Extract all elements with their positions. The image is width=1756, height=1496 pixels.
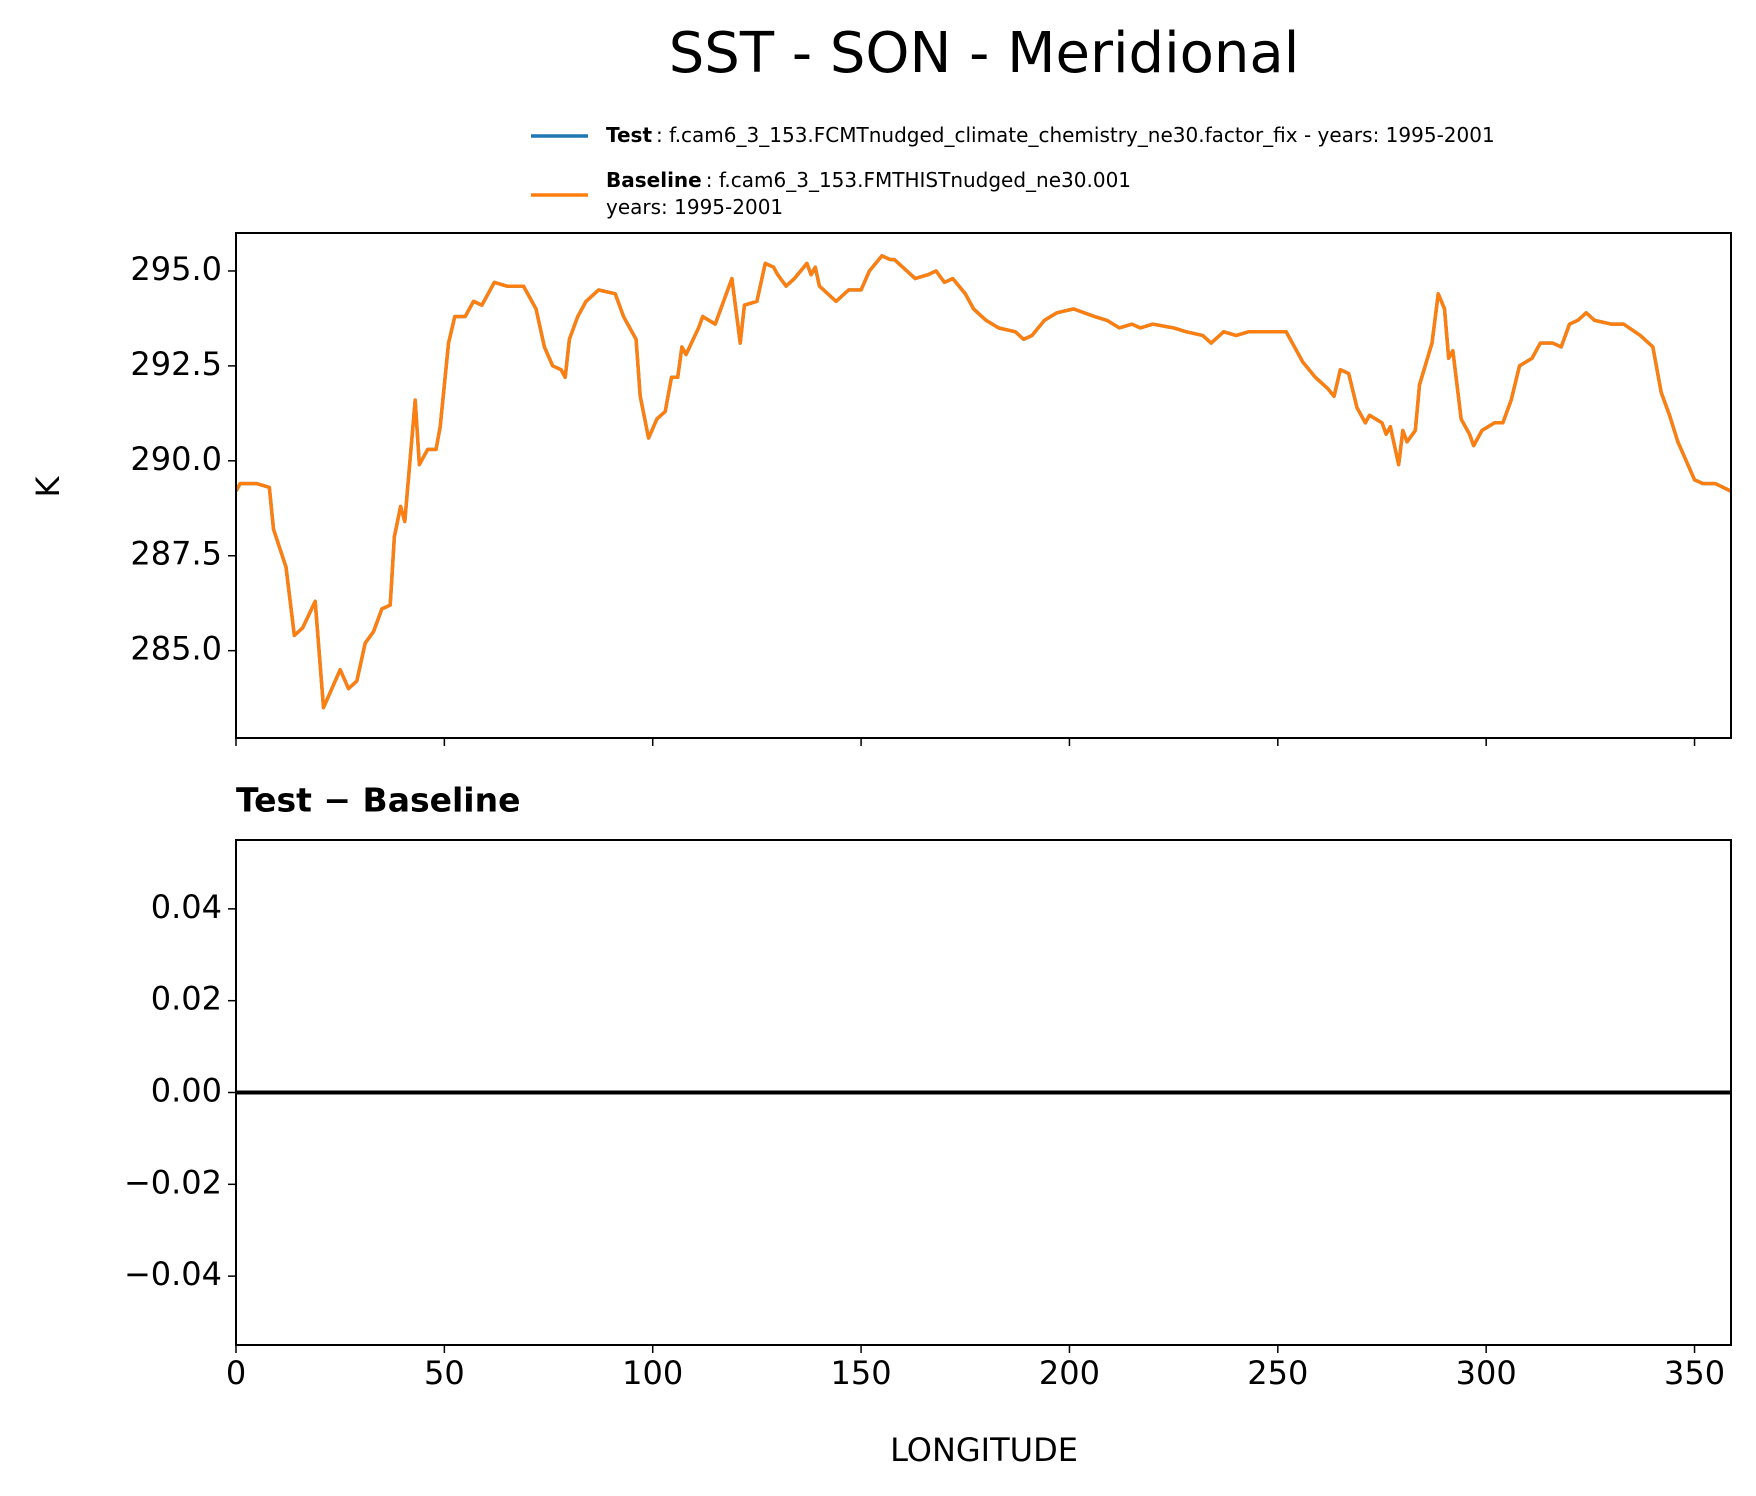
y-tick-label: 290.0: [130, 440, 222, 478]
x-axis-label: LONGITUDE: [890, 1431, 1078, 1469]
y-tick-label: 292.5: [130, 345, 222, 383]
y-tick-label: −0.04: [124, 1255, 222, 1293]
axes-frame: [235, 839, 1732, 1346]
plot-area: [236, 254, 1731, 710]
y-tick-label: 0.00: [151, 1072, 222, 1110]
y-tick-label: −0.02: [124, 1163, 222, 1201]
legend-label: Baseline: f.cam6_3_153.FMTHISTnudged_ne3…: [606, 168, 1131, 219]
data-line: [236, 254, 1731, 710]
x-tick-label: 200: [1039, 1354, 1100, 1392]
x-tick-label: 100: [622, 1354, 683, 1392]
data-line: [236, 254, 1731, 710]
y-tick-label: 287.5: [130, 535, 222, 573]
legend-description: : f.cam6_3_153.FCMTnudged_climate_chemis…: [656, 123, 1495, 147]
y-tick-label: 0.02: [151, 980, 222, 1018]
x-tick-label: 250: [1247, 1354, 1308, 1392]
y-tick-label: 0.04: [151, 888, 222, 926]
panel-title: Test − Baseline: [236, 781, 521, 820]
y-axis-label: K: [29, 475, 67, 497]
x-tick-label: 0: [226, 1354, 246, 1392]
legend-name: Test: [606, 123, 652, 147]
legend-name: Baseline: [606, 168, 702, 192]
x-tick-label: 50: [424, 1354, 465, 1392]
y-tick-label: 295.0: [130, 250, 222, 288]
axes-frame: [235, 232, 1732, 739]
chart-title: SST - SON - Meridional: [669, 21, 1300, 86]
legend-description: years: 1995-2001: [606, 195, 783, 219]
x-tick-label: 350: [1664, 1354, 1725, 1392]
legend-description: : f.cam6_3_153.FMTHISTnudged_ne30.001: [706, 168, 1131, 192]
legend-label: Test: f.cam6_3_153.FCMTnudged_climate_ch…: [606, 123, 1495, 147]
x-tick-label: 300: [1456, 1354, 1517, 1392]
x-tick-label: 150: [831, 1354, 892, 1392]
y-tick-label: 285.0: [130, 630, 222, 668]
